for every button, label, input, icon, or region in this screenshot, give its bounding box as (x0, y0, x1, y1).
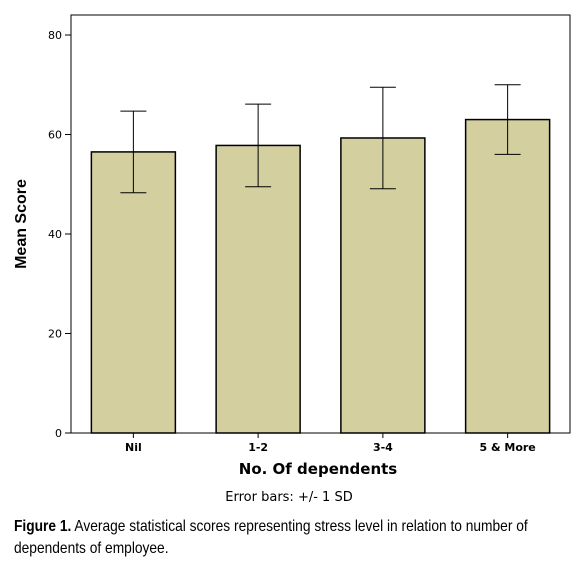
y-axis: 0 20 40 60 80 (48, 29, 71, 440)
y-tick-label: 80 (48, 29, 62, 42)
y-axis-label: Mean Score (13, 179, 30, 269)
y-tick-label: 40 (48, 228, 62, 241)
error-bars (120, 84, 521, 194)
y-tick-label: 60 (48, 129, 62, 142)
figure-caption: Figure 1. Average statistical scores rep… (14, 516, 566, 560)
error-bars-note: Error bars: +/- 1 SD (225, 490, 353, 505)
x-tick-label: 3-4 (373, 441, 393, 454)
plot-frame (70, 14, 571, 434)
x-tick-label: 1-2 (248, 441, 268, 454)
x-tick-label: 5 & More (479, 441, 535, 454)
bar (464, 118, 551, 434)
figure-label: Figure 1. (14, 518, 72, 535)
bars (90, 118, 551, 434)
bar-chart: 0 20 40 60 80 Nil 1-2 3-4 5 & More Mean Score N… (13, 14, 571, 478)
x-tick-label: Nil (125, 441, 142, 454)
figure-caption-text: Average statistical scores representing … (14, 518, 528, 557)
x-axis-label: No. Of dependents (239, 460, 398, 478)
bar (90, 151, 177, 434)
y-tick-label: 0 (55, 427, 62, 440)
bar (215, 144, 301, 434)
y-tick-label: 20 (48, 328, 62, 341)
x-axis: Nil 1-2 3-4 5 & More (125, 433, 536, 454)
